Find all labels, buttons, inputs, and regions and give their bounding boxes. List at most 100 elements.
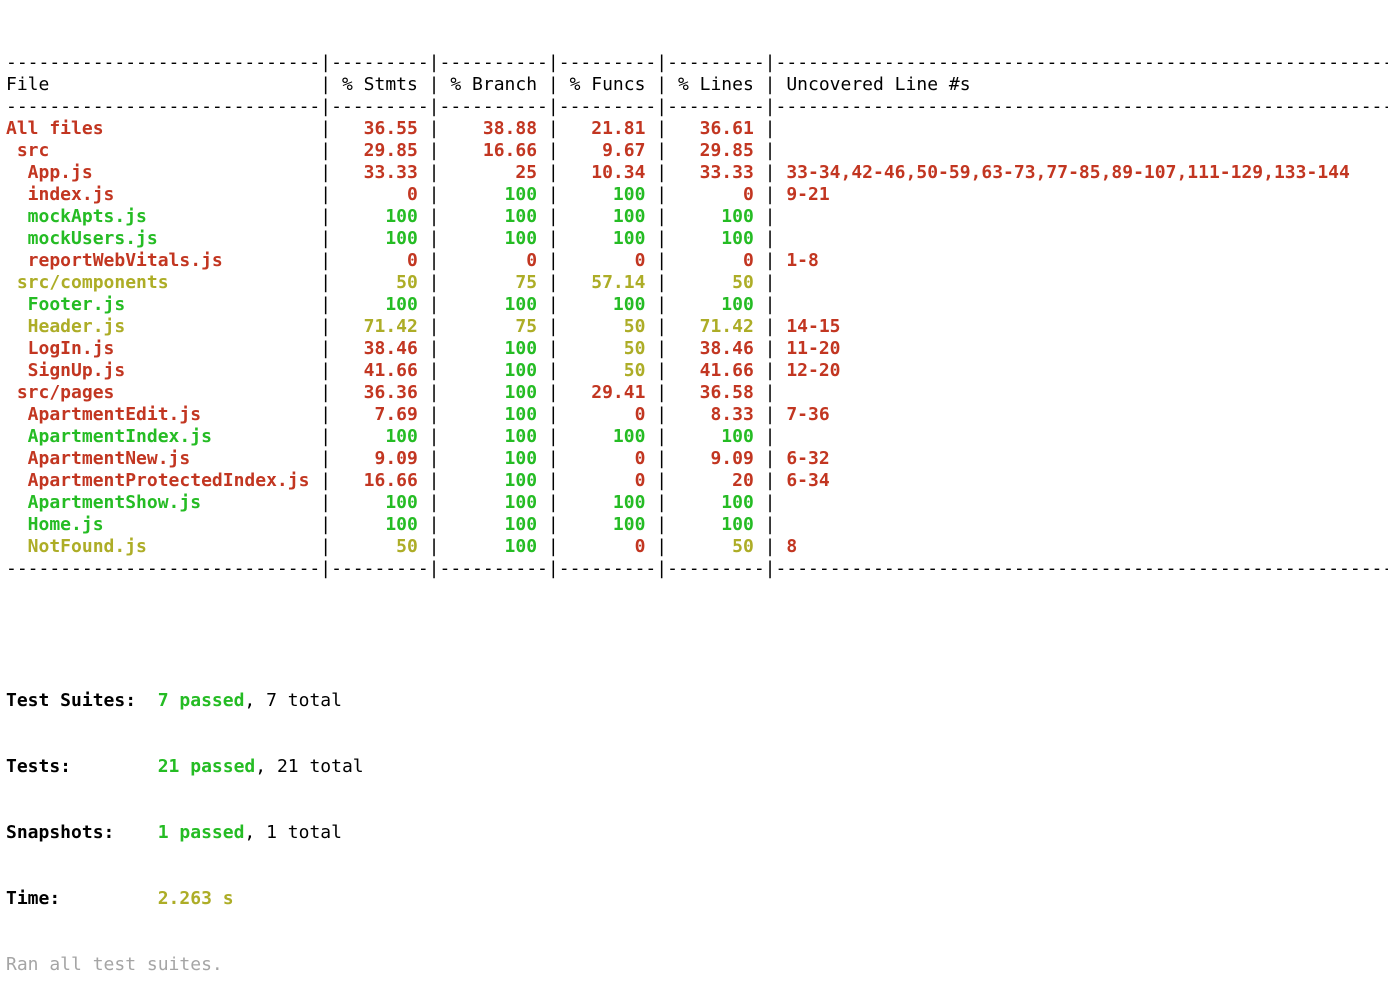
table-row: mockApts.js | 100 | 100 | 100 | 100 |: [6, 206, 1388, 228]
row-branch: 100: [450, 448, 538, 469]
column-divider: |: [753, 536, 787, 557]
column-divider: |: [428, 52, 440, 73]
table-row: Header.js | 71.42 | 75 | 50 | 71.42 | 14…: [6, 316, 1388, 338]
summary-passed: 7 passed: [157, 690, 245, 711]
header-branch: % Branch: [450, 74, 538, 95]
column-divider: |: [417, 206, 451, 227]
column-divider: |: [764, 52, 776, 73]
row-lines: 8.33: [677, 404, 754, 425]
row-funcs: 0: [569, 536, 646, 557]
header-file: File: [6, 74, 321, 95]
table-row: mockUsers.js | 100 | 100 | 100 | 100 |: [6, 228, 1388, 250]
column-divider: |: [753, 426, 787, 447]
summary-tests: Tests: 21 passed, 21 total: [6, 756, 1388, 778]
row-stmts: 100: [341, 294, 418, 315]
column-divider: |: [753, 162, 787, 183]
table-row: ApartmentShow.js | 100 | 100 | 100 | 100…: [6, 492, 1388, 514]
column-divider: |: [417, 272, 451, 293]
column-divider: |: [547, 558, 559, 579]
column-divider: |: [645, 272, 678, 293]
row-branch: 100: [450, 184, 538, 205]
row-uncovered: 6-34: [786, 470, 830, 491]
column-divider: |: [753, 492, 787, 513]
column-divider: |: [537, 118, 570, 139]
column-divider: |: [753, 404, 787, 425]
separator-uncovered: ----------------------------------------…: [775, 558, 1388, 579]
column-divider: |: [753, 118, 787, 139]
column-divider: |: [645, 250, 678, 271]
column-divider: |: [320, 52, 332, 73]
summary-time-value: 2.263 s: [157, 888, 234, 909]
table-row: index.js | 0 | 100 | 100 | 0 | 9-21: [6, 184, 1388, 206]
separator-lines: ---------: [667, 558, 765, 579]
column-divider: |: [753, 184, 787, 205]
column-divider: |: [645, 316, 678, 337]
row-branch: 100: [450, 228, 538, 249]
summary-label: Snapshots:: [6, 822, 158, 843]
table-row: SignUp.js | 41.66 | 100 | 50 | 41.66 | 1…: [6, 360, 1388, 382]
column-divider: |: [753, 228, 787, 249]
row-file-name: ApartmentIndex.js: [6, 426, 321, 447]
row-uncovered: 9-21: [786, 184, 830, 205]
column-divider: |: [537, 426, 570, 447]
column-divider: |: [764, 96, 776, 117]
row-file-name: Footer.js: [6, 294, 321, 315]
column-divider: |: [417, 360, 451, 381]
column-divider: |: [537, 338, 570, 359]
column-divider: |: [417, 250, 451, 271]
row-file-name: mockUsers.js: [6, 228, 321, 249]
row-funcs: 0: [569, 250, 646, 271]
column-divider: |: [320, 426, 342, 447]
column-divider: |: [417, 426, 451, 447]
row-uncovered: 14-15: [786, 316, 841, 337]
column-divider: |: [753, 316, 787, 337]
table-row: src/components | 50 | 75 | 57.14 | 50 |: [6, 272, 1388, 294]
column-divider: |: [753, 338, 787, 359]
row-branch: 100: [450, 338, 538, 359]
column-divider: |: [320, 470, 342, 491]
separator-branch: ----------: [439, 96, 548, 117]
row-file-name: reportWebVitals.js: [6, 250, 321, 271]
blank-line: [6, 624, 1388, 646]
row-lines: 100: [677, 426, 754, 447]
column-divider: |: [320, 272, 342, 293]
column-divider: |: [537, 404, 570, 425]
row-stmts: 41.66: [341, 360, 418, 381]
column-divider: |: [656, 558, 668, 579]
column-divider: |: [764, 558, 776, 579]
column-divider: |: [417, 404, 451, 425]
row-stmts: 100: [341, 514, 418, 535]
row-file-name: Home.js: [6, 514, 321, 535]
row-lines: 29.85: [677, 140, 754, 161]
row-funcs: 100: [569, 228, 646, 249]
row-funcs: 9.67: [569, 140, 646, 161]
row-branch: 100: [450, 294, 538, 315]
column-divider: |: [320, 118, 342, 139]
row-funcs: 100: [569, 206, 646, 227]
row-lines: 36.61: [677, 118, 754, 139]
separator-uncovered: ----------------------------------------…: [775, 96, 1388, 117]
row-stmts: 0: [341, 250, 418, 271]
column-divider: |: [428, 96, 440, 117]
row-lines: 41.66: [677, 360, 754, 381]
row-lines: 50: [677, 272, 754, 293]
column-divider: |: [537, 492, 570, 513]
row-funcs: 21.81: [569, 118, 646, 139]
column-divider: |: [547, 52, 559, 73]
column-divider: |: [537, 184, 570, 205]
column-divider: |: [417, 74, 451, 95]
row-lines: 38.46: [677, 338, 754, 359]
row-branch: 25: [450, 162, 538, 183]
column-divider: |: [645, 162, 678, 183]
column-divider: |: [320, 184, 342, 205]
summary-label: Tests:: [6, 756, 158, 777]
column-divider: |: [645, 338, 678, 359]
table-row: ApartmentIndex.js | 100 | 100 | 100 | 10…: [6, 426, 1388, 448]
table-row: NotFound.js | 50 | 100 | 0 | 50 | 8: [6, 536, 1388, 558]
row-funcs: 100: [569, 426, 646, 447]
row-lines: 33.33: [677, 162, 754, 183]
row-branch: 100: [450, 426, 538, 447]
row-lines: 50: [677, 536, 754, 557]
row-funcs: 50: [569, 338, 646, 359]
column-divider: |: [753, 74, 787, 95]
